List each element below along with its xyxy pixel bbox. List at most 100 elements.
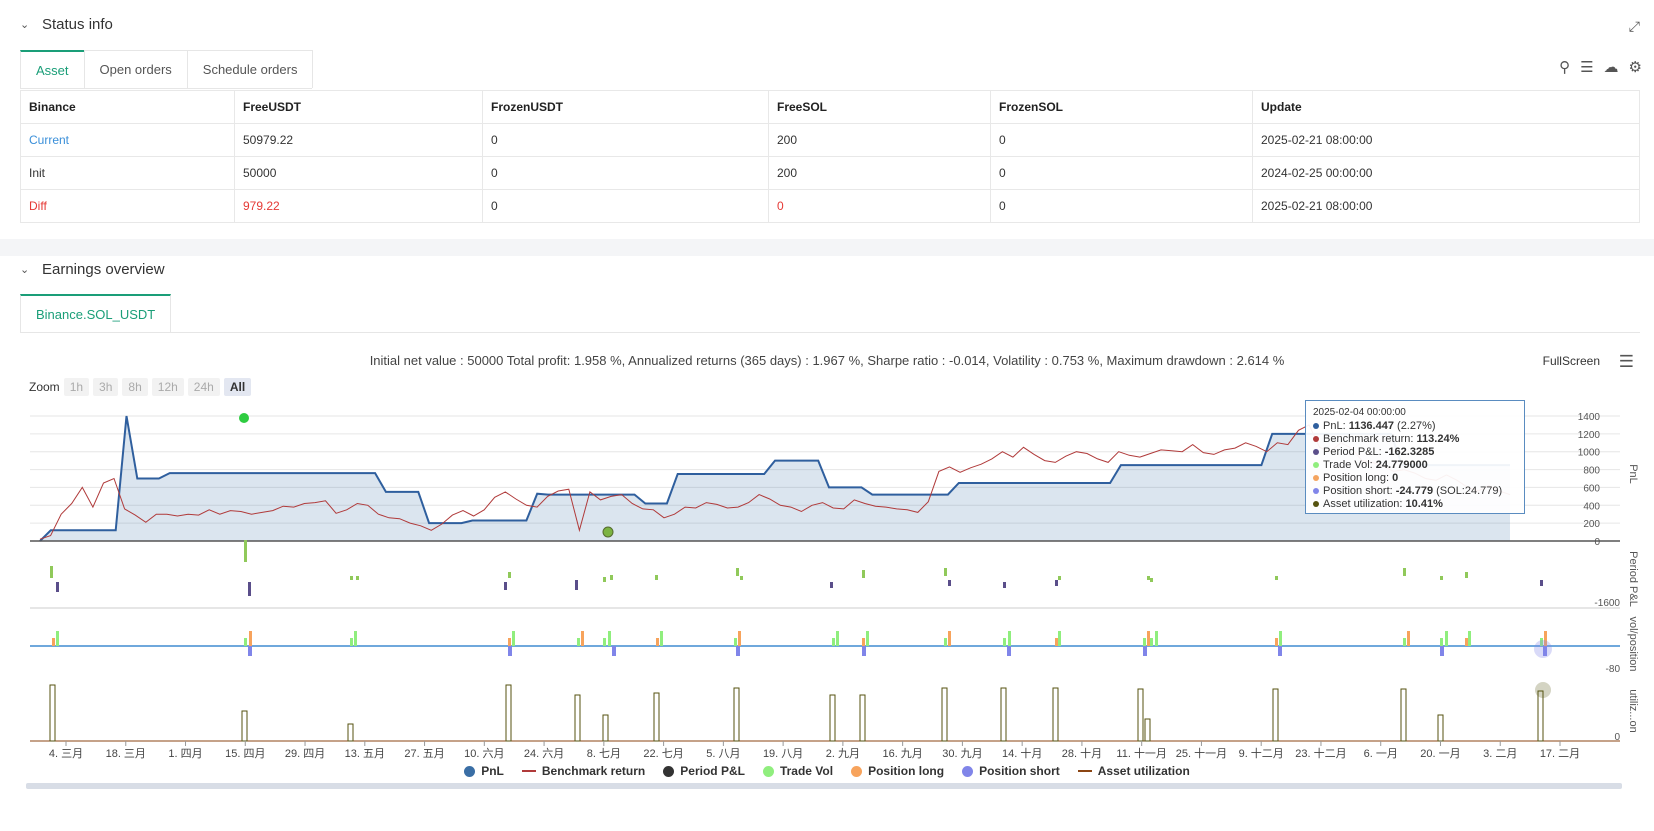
status-header[interactable]: ⌄ Status info (20, 16, 113, 33)
column-header: FreeSOL (768, 90, 991, 124)
position-short-bar (1543, 646, 1547, 656)
zoom-3h-button[interactable]: 3h (93, 378, 119, 396)
search-icon[interactable]: ⚲ (1559, 59, 1571, 76)
tooltip-row: PnL: 1136.447 (2.27%) (1313, 420, 1517, 433)
chart-navigator-scrollbar[interactable] (26, 783, 1622, 789)
tab-open-orders[interactable]: Open orders (83, 50, 188, 88)
trade-vol-bar (1445, 631, 1448, 646)
x-tick-label: 4. 三月 (49, 748, 83, 760)
zoom-bar: Zoom 1h 3h 8h 12h 24h All (29, 378, 252, 396)
position-short-bar (736, 646, 740, 656)
legend-item[interactable]: Benchmark return (521, 764, 645, 778)
period-pnl-bar (1150, 578, 1153, 582)
trade-vol-bar (836, 631, 839, 646)
legend-item[interactable]: Trade Vol (762, 764, 833, 778)
earnings-chart[interactable]: 1400 1200 1000 800 600 400 200 0 PnL -1600 Period … (0, 256, 1654, 831)
position-short-bar (612, 646, 616, 656)
earnings-panel: ⌄ Earnings overview Binance.SOL_USDT Ini… (0, 256, 1654, 831)
zoom-8h-button[interactable]: 8h (122, 378, 148, 396)
utilization-bar (241, 710, 248, 742)
tooltip-bullet-icon (1313, 436, 1319, 443)
period-pnl-bar (356, 576, 359, 580)
tab-schedule-orders[interactable]: Schedule orders (186, 50, 314, 88)
x-tick-label: 17. 二月 (1540, 748, 1580, 760)
period-pnl-bar (944, 568, 947, 576)
pane-ylabel: Period P&L (1627, 551, 1639, 607)
collapse-icon[interactable]: ⤢ (1628, 18, 1640, 34)
utilization-bar (1137, 688, 1144, 742)
trade-vol-bar (249, 631, 252, 646)
x-tick-label: 29. 四月 (285, 748, 325, 760)
table-cell: 200 (768, 123, 991, 157)
cloud-download-icon[interactable]: ☁ (1603, 59, 1619, 76)
tooltip-value: 113.24% (1416, 433, 1460, 445)
trade-vol-bar (1407, 631, 1410, 646)
trade-vol-bar (1468, 631, 1471, 646)
period-pnl-bar (350, 576, 353, 580)
y-tick-label: -1600 (1594, 598, 1620, 609)
tooltip-row: Asset utilization: 10.41% (1313, 498, 1517, 511)
tooltip-rows: PnL: 1136.447 (2.27%) Benchmark return: 1… (1313, 420, 1517, 511)
tooltip-row: Benchmark return: 113.24% (1313, 433, 1517, 446)
asset-table: Binance FreeUSDT FrozenUSDT FreeSOL Froz… (20, 90, 1640, 223)
zoom-24h-button[interactable]: 24h (187, 378, 220, 396)
legend-item[interactable]: Position long (851, 764, 944, 778)
status-panel: ⌄ Status info ⤢ Asset Open orders Schedu… (0, 0, 1654, 239)
legend-item[interactable]: Position short (962, 764, 1060, 778)
y-tick-label: 1200 (1578, 430, 1601, 441)
chevron-down-icon[interactable]: ⌄ (20, 19, 30, 31)
legend-label: Position long (868, 764, 945, 778)
hover-marker (1534, 640, 1552, 658)
legend-marker-icon (464, 765, 476, 777)
tooltip-bullet-icon (1313, 475, 1319, 482)
chevron-down-icon[interactable]: ⌄ (20, 264, 30, 276)
tab-binance-sol-usdt[interactable]: Binance.SOL_USDT (20, 294, 172, 332)
table-cell: 0 (990, 156, 1253, 190)
legend-item[interactable]: Asset utilization (1077, 764, 1190, 778)
zoom-all-button[interactable]: All (223, 378, 252, 396)
period-pnl-bar (655, 575, 658, 580)
utilization-bar (505, 684, 512, 742)
trade-vol-bar (1058, 631, 1061, 646)
chart-tooltip: 2025-02-04 00:00:00 PnL: 1136.447 (2.27%… (1305, 400, 1525, 514)
tooltip-label: Position long: (1323, 472, 1393, 484)
tab-asset[interactable]: Asset (20, 50, 85, 88)
legend-item[interactable]: Period P&L (663, 764, 745, 778)
zoom-label: Zoom (29, 380, 60, 394)
utilization-bar (347, 723, 354, 742)
trade-vol-bar (832, 638, 835, 646)
tooltip-date: 2025-02-04 00:00:00 (1313, 407, 1406, 418)
gear-icon[interactable]: ⚙ (1628, 59, 1642, 76)
zoom-12h-button[interactable]: 12h (151, 378, 184, 396)
pane-ylabel: PnL (1627, 464, 1639, 484)
x-tick-label: 2. 九月 (826, 747, 860, 760)
trade-vol-bar (656, 638, 659, 646)
tooltip-extra: (SOL:24.779) (1433, 485, 1503, 497)
period-pnl-bar (50, 566, 53, 578)
fullscreen-button[interactable]: FullScreen (1542, 354, 1600, 368)
trade-vol-bar (350, 638, 353, 646)
period-pnl-bar (1465, 572, 1468, 578)
column-header: Binance (20, 90, 235, 124)
position-short-bar (248, 646, 252, 656)
table-row: Diff 979.22 0 0 0 2025-02-21 08:00:00 (20, 189, 1640, 223)
tooltip-bullet-icon (1313, 423, 1319, 430)
y-tick-label: 400 (1583, 501, 1600, 512)
utilization-bar (1400, 688, 1407, 742)
tooltip-label: Asset utilization: (1323, 498, 1406, 510)
list-icon[interactable]: ☰ (1580, 59, 1594, 76)
position-short-bar (862, 646, 866, 656)
menu-icon[interactable]: ☰ (1618, 352, 1634, 371)
legend-marker-icon (663, 765, 675, 777)
status-tabs: Asset Open orders Schedule orders (20, 50, 314, 89)
row-label-current[interactable]: Current (20, 123, 235, 157)
legend-item[interactable]: PnL (464, 764, 504, 778)
utilization-bar (1000, 687, 1007, 742)
legend-marker-icon (762, 765, 774, 777)
earnings-header[interactable]: ⌄ Earnings overview (20, 261, 165, 278)
zoom-1h-button[interactable]: 1h (63, 378, 90, 396)
utilization-bar (653, 692, 660, 742)
column-header: Update (1252, 90, 1640, 124)
tooltip-label: Benchmark return: (1323, 433, 1417, 445)
utilization-bar (941, 687, 948, 742)
